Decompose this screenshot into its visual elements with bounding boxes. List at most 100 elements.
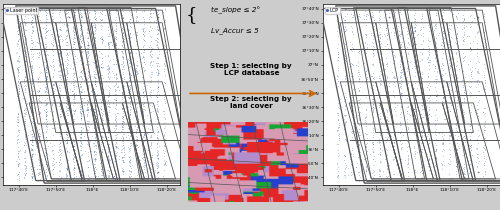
Point [77, 32, 85, 35]
Point [446, 58, 454, 61]
Point [50, 143, 58, 146]
Point [70, 40, 78, 43]
Point [90, 44, 98, 47]
Point [430, 63, 438, 66]
Point [412, 139, 420, 142]
Point [34, 107, 42, 110]
Point [62, 22, 70, 25]
Point [140, 117, 148, 121]
Point [76, 174, 84, 177]
Point [118, 95, 126, 98]
Point [426, 150, 434, 154]
Point [139, 140, 147, 143]
Point [133, 71, 141, 75]
Point [459, 59, 467, 62]
Point [28, 67, 36, 70]
Point [64, 76, 72, 79]
Point [435, 131, 443, 134]
Point [36, 88, 44, 92]
Point [418, 155, 426, 159]
Point [62, 80, 70, 84]
Point [366, 152, 374, 155]
Point [88, 31, 96, 34]
Point [28, 173, 36, 176]
Point [55, 124, 63, 128]
Point [105, 118, 113, 122]
Point [146, 158, 154, 161]
Point [91, 35, 99, 39]
Point [14, 39, 22, 43]
Point [62, 101, 70, 105]
Point [126, 79, 134, 82]
Point [70, 153, 78, 157]
Point [14, 94, 22, 97]
Point [104, 44, 112, 47]
Point [368, 172, 376, 175]
Point [76, 108, 84, 111]
Point [141, 30, 149, 33]
Point [432, 132, 440, 135]
Point [370, 49, 378, 52]
Point [98, 76, 106, 80]
Point [466, 59, 474, 63]
Point [63, 40, 71, 43]
Point [50, 126, 58, 130]
Point [411, 11, 419, 15]
Point [459, 20, 467, 23]
Point [43, 29, 51, 33]
Point [382, 86, 390, 89]
Point [348, 94, 356, 97]
Point [377, 58, 385, 62]
Point [363, 93, 371, 96]
Point [92, 116, 100, 119]
Point [26, 82, 34, 85]
Point [432, 127, 440, 130]
Point [91, 115, 99, 118]
Point [370, 18, 378, 22]
Point [132, 156, 140, 160]
Point [404, 111, 411, 115]
Point [384, 64, 392, 67]
Point [42, 42, 50, 46]
Point [62, 43, 70, 47]
Point [140, 163, 148, 167]
Point [465, 143, 473, 147]
Point [54, 58, 62, 61]
Point [132, 80, 140, 83]
Point [160, 168, 168, 172]
Point [147, 130, 155, 133]
Point [84, 121, 92, 125]
Point [139, 111, 147, 114]
Point [446, 172, 454, 175]
Point [42, 135, 50, 139]
Point [14, 172, 22, 176]
Point [20, 114, 28, 117]
Point [118, 158, 126, 162]
Point [34, 142, 42, 145]
Point [376, 14, 384, 17]
Point [432, 93, 440, 97]
Point [474, 176, 482, 180]
Point [83, 132, 91, 135]
Point [438, 104, 446, 107]
Point [346, 151, 354, 155]
Point [396, 32, 404, 35]
Point [76, 131, 84, 135]
Point [391, 101, 399, 104]
Point [383, 127, 391, 131]
Point [370, 47, 378, 51]
Point [390, 109, 398, 113]
Point [14, 131, 22, 134]
Point [342, 123, 349, 126]
Point [154, 144, 162, 148]
Point [49, 89, 57, 93]
Point [20, 59, 28, 62]
Point [362, 133, 370, 136]
Point [382, 127, 390, 131]
Point [14, 112, 22, 116]
Point [72, 176, 80, 179]
Point [362, 170, 370, 173]
Point [69, 24, 77, 27]
Point [154, 19, 162, 23]
Point [375, 30, 383, 34]
